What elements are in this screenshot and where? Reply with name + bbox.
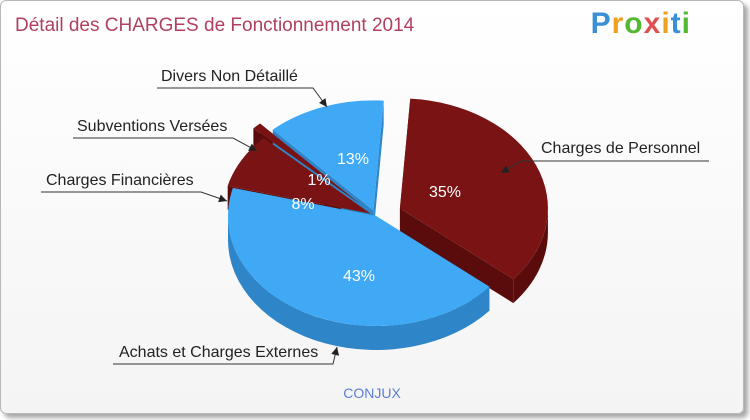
pie-slice-5 [272, 100, 384, 211]
pie-slice-4 [253, 123, 361, 205]
leader-line-4 [73, 137, 258, 152]
leader-arrow-1 [501, 165, 510, 173]
leader-arrow-3 [218, 194, 227, 203]
pie-slice-3 [227, 137, 371, 214]
leader-arrow-4 [248, 143, 257, 151]
slice-label-1: Charges de Personnel [541, 140, 700, 157]
slice-percent-5: 13% [337, 151, 369, 168]
slice-label-4: Subventions Versées [77, 118, 227, 135]
slice-percent-1: 35% [429, 184, 461, 201]
slice-label-2: Achats et Charges Externes [119, 344, 318, 361]
leader-arrow-2 [331, 347, 340, 356]
chart-frame: Détail des CHARGES de Fonctionnement 201… [0, 0, 744, 414]
slice-percent-3: 8% [291, 196, 314, 213]
pie-slice-1 [399, 98, 548, 280]
slice-label-3: Charges Financières [46, 172, 194, 189]
chart-title: Détail des CHARGES de Fonctionnement 201… [15, 15, 415, 36]
slice-percent-2: 43% [343, 268, 375, 285]
commune-name: CONJUX [343, 385, 401, 401]
pie-slice-2 [228, 187, 490, 326]
leader-arrow-5 [319, 98, 327, 107]
leader-line-3 [41, 191, 228, 202]
slice-percent-4: 1% [307, 172, 330, 189]
pie-chart: 35% 43% 8% 1% 13% Charges de Personnel Achats … [41, 68, 709, 365]
slice-label-5: Divers Non Détaillé [161, 68, 298, 85]
proxiti-logo: Proxiti [590, 7, 691, 40]
leader-line-5 [157, 87, 328, 108]
